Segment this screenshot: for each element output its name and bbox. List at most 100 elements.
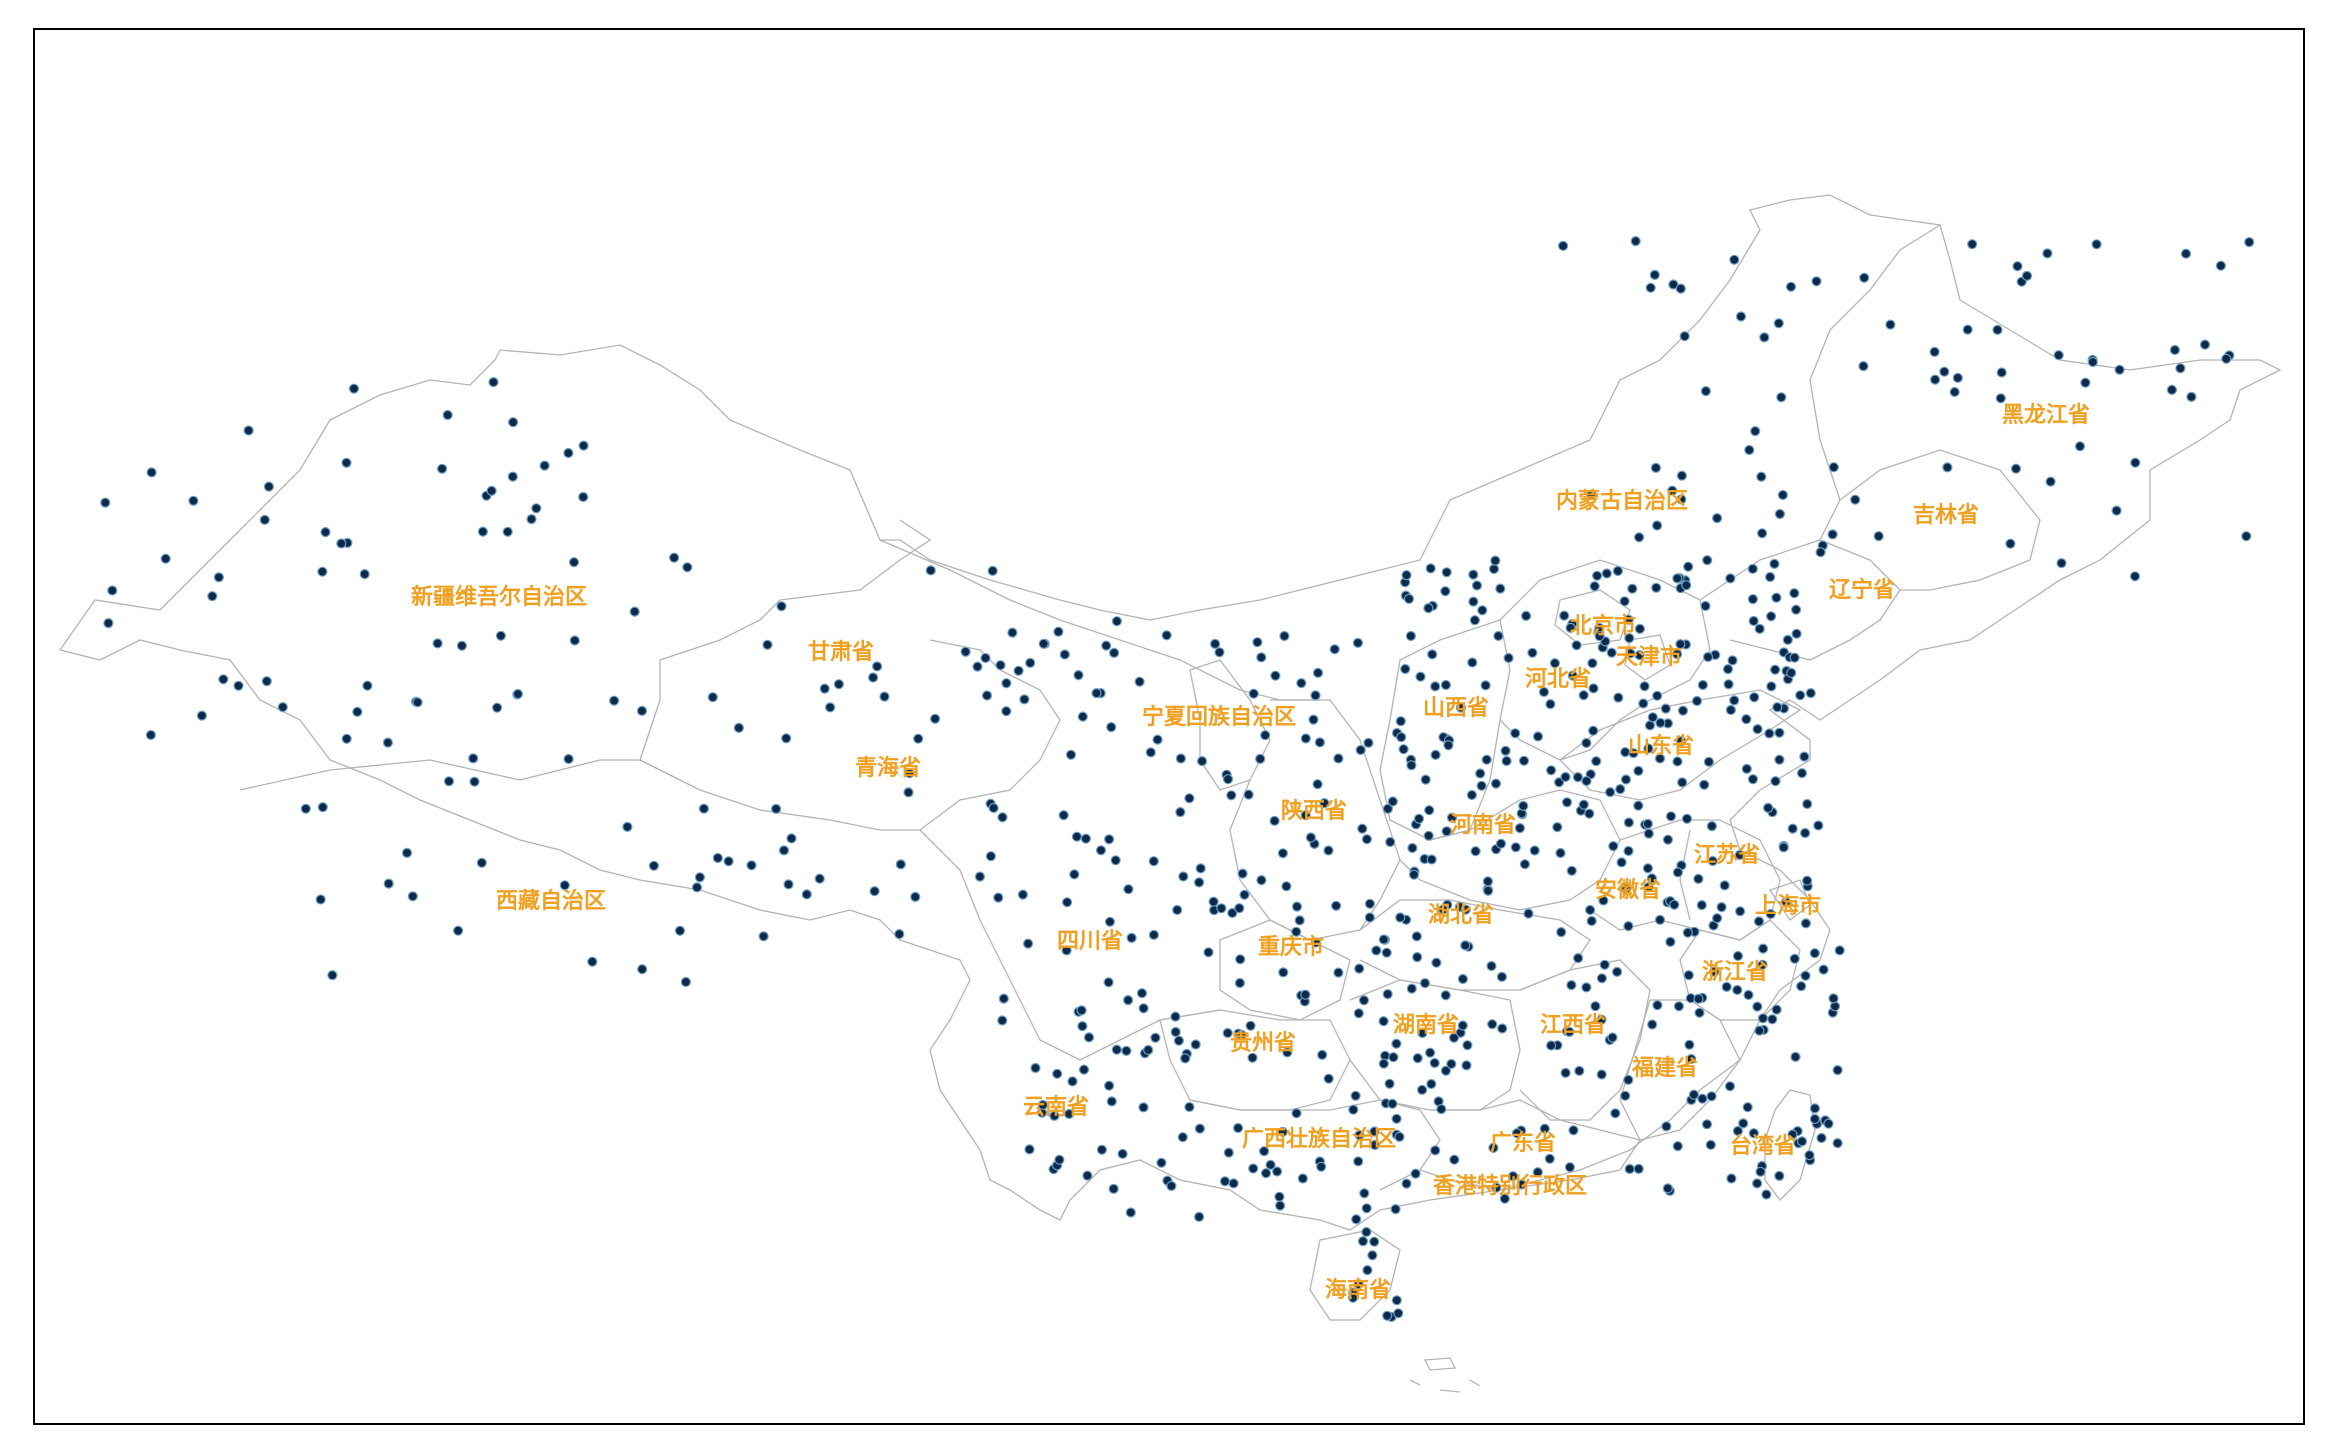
station-dot (1610, 1108, 1621, 1119)
station-dot (1214, 647, 1225, 658)
station-dot (432, 638, 443, 649)
station-dot (1749, 692, 1760, 703)
station-dot (1655, 717, 1666, 729)
station-dot (1613, 692, 1624, 703)
station-dot (1662, 834, 1674, 845)
station-dot (1705, 1139, 1716, 1151)
station-dot (1773, 318, 1784, 329)
station-dot (1729, 695, 1740, 706)
station-dot (894, 928, 905, 940)
station-dot (1013, 665, 1024, 676)
station-dot (1482, 885, 1494, 896)
boundary-xinjiang-qinghai-gansu (639, 519, 932, 761)
station-dot (1711, 512, 1723, 524)
station-dot (1523, 908, 1534, 919)
station-dot (1742, 1102, 1753, 1113)
station-dot (1673, 1001, 1685, 1012)
station-dot (1774, 727, 1785, 738)
station-dot (1270, 670, 1281, 681)
station-dot (1024, 1144, 1035, 1155)
station-dot (1193, 877, 1205, 888)
station-dot (1256, 652, 1267, 663)
station-dot (1255, 753, 1266, 765)
station-dot (1827, 529, 1838, 540)
station-dot (1738, 1118, 1749, 1129)
station-dot (1353, 1156, 1364, 1167)
station-dot (1581, 737, 1592, 749)
station-dot (1511, 1128, 1523, 1139)
station-dot (1440, 679, 1452, 691)
station-dot (1633, 765, 1644, 777)
station-dot (1449, 1154, 1460, 1165)
station-dot (1859, 272, 1870, 283)
station-dot (1091, 687, 1102, 699)
station-dot (1406, 760, 1417, 771)
station-dot (1581, 982, 1592, 993)
station-dot (1769, 664, 1781, 675)
station-dot (1620, 774, 1632, 785)
station-dot (1743, 989, 1754, 1001)
station-dot (1367, 1250, 1378, 1261)
station-dot (1748, 1128, 1759, 1139)
station-dot (320, 526, 331, 538)
station-dot (1672, 1140, 1683, 1152)
station-dot (1799, 827, 1811, 839)
label-hebei: 河北省 (1525, 666, 1591, 692)
station-dot (1274, 1200, 1286, 1211)
station-dot (707, 692, 718, 703)
station-dot (1394, 1131, 1405, 1143)
station-dot (1364, 912, 1375, 923)
station-dot (1684, 1039, 1695, 1050)
station-dot (1493, 630, 1504, 642)
station-dot (1703, 756, 1715, 768)
station-dot (1753, 916, 1765, 927)
station-dot (1777, 489, 1789, 501)
station-dot (1949, 386, 1960, 398)
station-dot (1393, 1308, 1404, 1319)
station-dot (1037, 1099, 1049, 1111)
station-dot (1256, 874, 1267, 886)
station-dot (1520, 610, 1532, 622)
station-dot (1747, 563, 1758, 575)
station-dot (207, 591, 218, 602)
station-dot (1762, 802, 1774, 814)
station-dot (1430, 681, 1441, 692)
station-dot (1559, 610, 1570, 621)
station-dot (1630, 236, 1641, 247)
station-dot (1790, 1051, 1801, 1063)
station-dot (1260, 1168, 1272, 1179)
station-dot (1628, 747, 1639, 759)
station-dot (1252, 637, 1263, 648)
station-dot (1638, 698, 1649, 709)
station-dot (814, 873, 825, 884)
boundary-shandong (1559, 689, 1802, 801)
station-dot (1642, 818, 1654, 830)
station-dot (348, 383, 360, 394)
station-dot (196, 710, 207, 721)
station-dot (1363, 737, 1374, 749)
station-dot (1353, 1279, 1364, 1290)
station-dot (2180, 248, 2192, 259)
station-dot (1223, 1147, 1234, 1158)
station-dot (160, 553, 171, 564)
boundary-hunan (1349, 979, 1521, 1111)
station-dot (1683, 561, 1694, 572)
station-dot (1319, 797, 1330, 809)
station-dot (1411, 931, 1422, 942)
station-dot (1804, 1150, 1815, 1161)
station-dot (1103, 834, 1115, 845)
station-dot (1234, 903, 1245, 914)
station-dot (100, 497, 111, 508)
station-dot (1747, 593, 1759, 605)
station-dot (1732, 950, 1744, 962)
station-dot (1305, 832, 1317, 843)
station-dot (315, 894, 326, 905)
station-dot (1809, 948, 1820, 959)
label-gansu: 甘肃省 (808, 639, 874, 665)
station-dot (1073, 669, 1084, 681)
station-dot (1364, 898, 1376, 909)
station-dot (1761, 1189, 1772, 1200)
station-dot (1813, 820, 1824, 831)
station-dot (1471, 580, 1483, 591)
station-dot (507, 471, 518, 482)
